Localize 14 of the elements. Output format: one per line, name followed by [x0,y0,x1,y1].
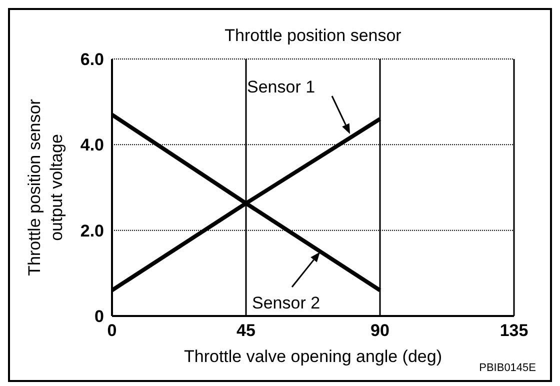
y-tick-label: 4.0 [80,136,104,155]
x-tick-label: 135 [500,321,528,340]
x-tick-label: 0 [107,321,117,340]
x-tick-label: 90 [370,321,390,340]
x-tick-label: 45 [236,321,256,340]
x-axis-title: Throttle valve opening angle (deg) [184,347,442,366]
text: Sensor 1 [247,77,316,96]
text: PBIB0145E [479,362,536,374]
y-axis-title: Throttle position sensor output voltage [25,98,66,276]
y-tick-label: 0 [94,307,104,326]
chart-title: Throttle position sensor [224,26,402,46]
legend-label: Sensor 2 [252,293,320,312]
y-tick-label: 6.0 [80,50,104,70]
y-tick-label: 2.0 [80,221,104,240]
